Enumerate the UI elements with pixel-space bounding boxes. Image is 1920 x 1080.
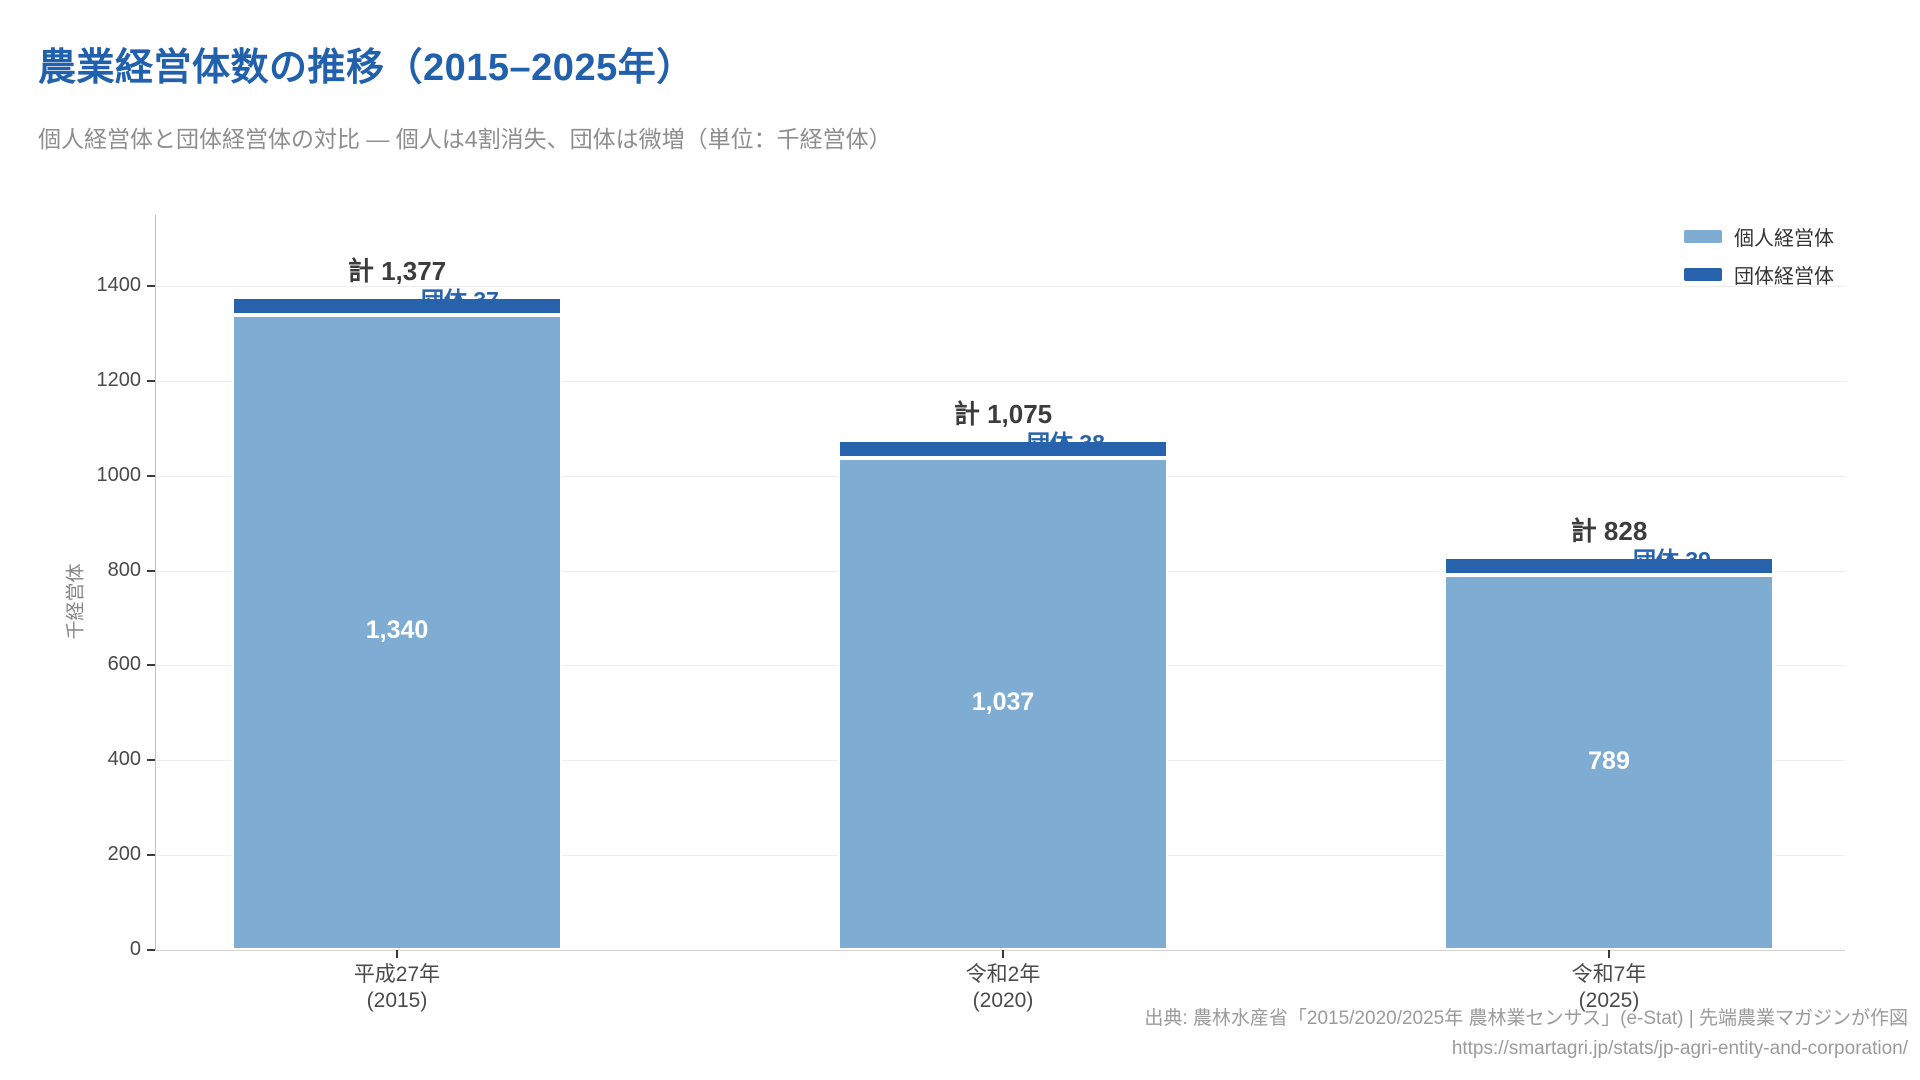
y-tick-label: 1000 xyxy=(96,464,142,486)
group-value-text: 団体 38 xyxy=(1027,431,1105,455)
segment-individual-entities xyxy=(232,315,562,950)
y-tick-label: 1400 xyxy=(96,274,142,296)
y-axis-title: 千経営体 xyxy=(65,563,87,640)
group-value-text: 団体 37 xyxy=(421,288,499,312)
value-label: 1,340 xyxy=(365,616,429,644)
total-label: 計 1,075 xyxy=(953,399,1053,429)
x-tick-label: 令和2年 (2020) xyxy=(965,963,1041,1012)
chart-legend: 個人経営体団体経営体 xyxy=(1684,222,1834,289)
segment-individual-entities xyxy=(1444,575,1774,950)
y-axis-line xyxy=(155,215,156,950)
bar-group-2025 xyxy=(1444,557,1774,950)
y-tick-mark xyxy=(147,664,155,666)
bar-group-2015 xyxy=(232,297,562,950)
y-tick-label: 400 xyxy=(107,748,141,770)
y-tick-mark xyxy=(147,475,155,477)
x-tick-mark xyxy=(396,950,398,958)
page-title: 農業経営体数の推移（2015–2025年） xyxy=(38,47,695,89)
x-tick-label: 令和7年 (2025) xyxy=(1571,963,1647,1012)
y-tick-label: 800 xyxy=(107,559,141,581)
legend-label: 団体経営体 xyxy=(1734,266,1834,288)
y-tick-label: 0 xyxy=(129,938,141,960)
source-note: 出典: 農林水産省「2015/2020/2025年 農林業センサス」(e-Sta… xyxy=(1144,1008,1908,1029)
legend-label: 個人経営体 xyxy=(1734,228,1834,250)
segment-group-entities xyxy=(838,440,1168,458)
x-tick-label: 平成27年 (2015) xyxy=(353,963,441,1012)
group-value-label: 団体 39 xyxy=(1444,548,1774,572)
segment-group-entities xyxy=(1444,557,1774,575)
source-url: https://smartagri.jp/stats/jp-agri-entit… xyxy=(1451,1038,1908,1059)
y-tick-mark xyxy=(147,759,155,761)
legend-swatch xyxy=(1684,268,1722,281)
y-tick-label: 600 xyxy=(107,653,141,675)
y-tick-mark xyxy=(147,854,155,856)
legend-item: 個人経営体 xyxy=(1684,222,1834,251)
segment-individual-entities xyxy=(838,458,1168,950)
page-subtitle: 個人経営体と団体経営体の対比 — 個人は4割消失、団体は微増（単位：千経営体） xyxy=(38,126,892,152)
y-tick-mark xyxy=(147,949,155,951)
chart-footer: 出典: 農林水産省「2015/2020/2025年 農林業センサス」(e-Sta… xyxy=(1144,1004,1908,1064)
y-tick-label: 200 xyxy=(107,843,141,865)
y-tick-mark xyxy=(147,570,155,572)
value-label: 1,037 xyxy=(971,688,1035,716)
x-tick-mark xyxy=(1608,950,1610,958)
x-axis-line xyxy=(155,950,1845,951)
group-value-label: 団体 37 xyxy=(232,288,562,312)
group-value-text: 団体 39 xyxy=(1633,548,1711,572)
grid-line xyxy=(155,286,1845,287)
grid-line xyxy=(155,381,1845,382)
value-label: 789 xyxy=(1588,747,1630,775)
x-tick-mark xyxy=(1002,950,1004,958)
group-value-label: 団体 38 xyxy=(838,431,1168,455)
bar-group-2020 xyxy=(838,440,1168,950)
y-tick-label: 1200 xyxy=(96,369,142,391)
y-tick-mark xyxy=(147,285,155,287)
segment-group-entities xyxy=(232,297,562,315)
total-label: 計 828 xyxy=(1570,516,1648,546)
total-label: 計 1,377 xyxy=(347,256,447,286)
legend-swatch xyxy=(1684,230,1722,243)
legend-item: 団体経営体 xyxy=(1684,260,1834,289)
y-tick-mark xyxy=(147,380,155,382)
